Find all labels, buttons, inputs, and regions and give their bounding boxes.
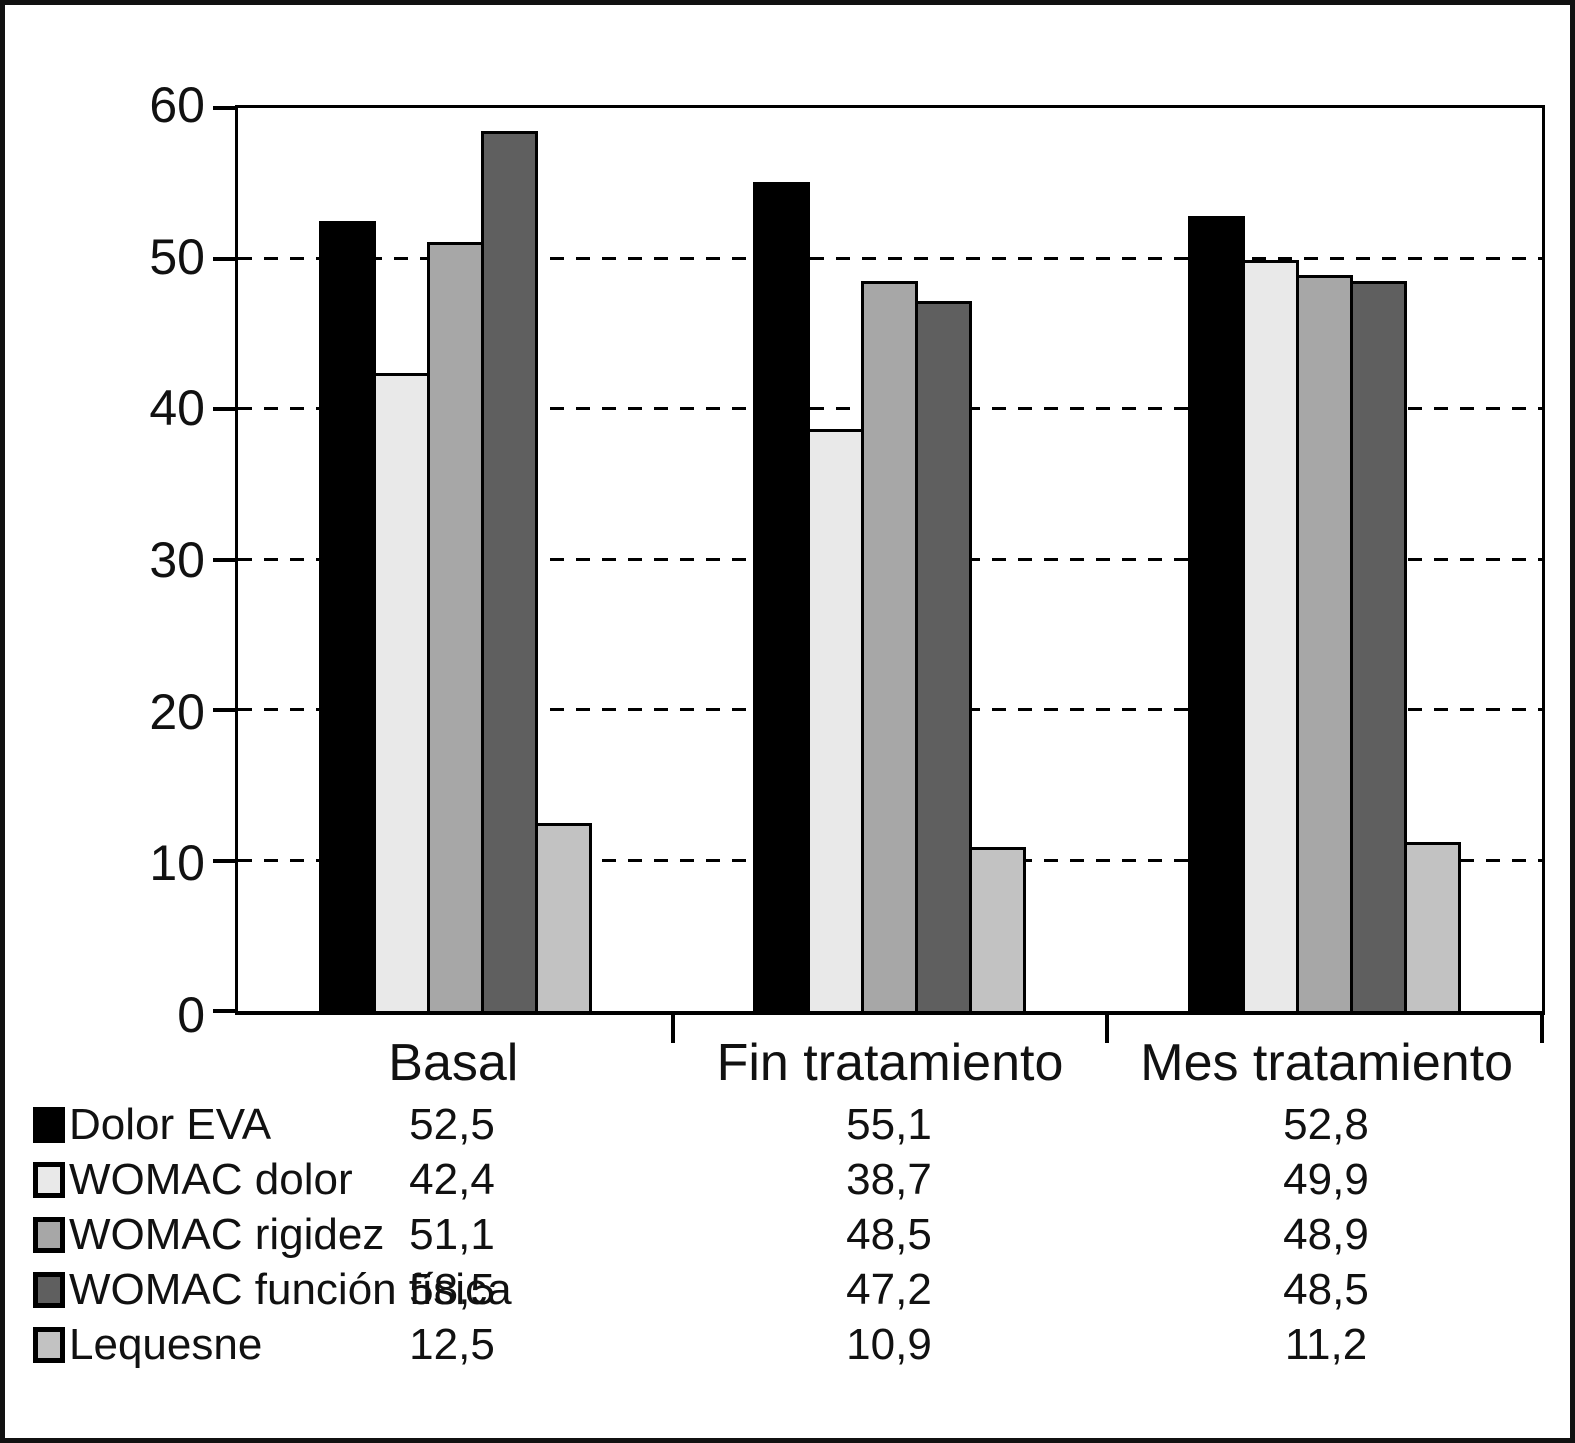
legend-value-mes-tratamiento: 11,2 (1284, 1320, 1368, 1369)
category-label-fin-tratamiento: Fin tratamiento (716, 1034, 1064, 1092)
y-tick-label-0: 0 (177, 987, 205, 1043)
y-tick-60 (213, 106, 238, 110)
gridline-50 (238, 256, 1542, 260)
bar-lequesne (534, 822, 592, 1011)
bar-womac-rigidez (861, 281, 919, 1011)
legend-series-label: WOMAC función física (69, 1265, 512, 1314)
y-tick-40 (213, 407, 238, 412)
bar-group-mes-tratamiento (1107, 108, 1542, 1011)
legend-series-label: Lequesne (69, 1320, 263, 1369)
y-tick-0 (213, 1009, 238, 1013)
x-tick-2 (1105, 1011, 1110, 1043)
legend-series-label: WOMAC dolor (69, 1155, 353, 1204)
legend-value-mes-tratamiento: 52,8 (1283, 1100, 1369, 1149)
legend-row-womac-función-física: WOMAC función física 58,5 47,2 48,5 (5, 1262, 1570, 1317)
y-tick-label-30: 30 (149, 532, 205, 588)
bar-womac-dolor (807, 428, 865, 1011)
legend-value-mes-tratamiento: 48,5 (1283, 1265, 1369, 1314)
bar-womac-rigidez (426, 241, 484, 1011)
bar-womac-función-física (1350, 281, 1408, 1011)
legend-row-lequesne: Lequesne 12,5 10,9 11,2 (5, 1317, 1570, 1372)
bar-group-basal (238, 108, 673, 1011)
legend-row-dolor-eva: Dolor EVA 52,5 55,1 52,8 (5, 1097, 1570, 1152)
bar-womac-dolor (1242, 260, 1300, 1011)
y-tick-label-40: 40 (149, 380, 205, 437)
legend-value-basal: 51,1 (409, 1210, 495, 1259)
y-tick-label-20: 20 (149, 683, 205, 740)
bar-lequesne (969, 846, 1027, 1011)
y-tick-10 (213, 858, 238, 863)
legend-value-fin-tratamiento: 38,7 (846, 1155, 932, 1204)
legend-swatch-icon (33, 1271, 65, 1308)
legend-value-basal: 12,5 (409, 1320, 495, 1369)
legend-value-fin-tratamiento: 10,9 (846, 1320, 932, 1369)
legend-value-basal: 58,5 (409, 1265, 495, 1314)
category-label-mes-tratamiento: Mes tratamiento (1140, 1034, 1514, 1092)
x-tick-3 (1540, 1011, 1544, 1043)
bar-dolor-eva (753, 181, 811, 1011)
y-tick-label-50: 50 (149, 228, 205, 285)
legend-value-mes-tratamiento: 48,9 (1283, 1210, 1369, 1259)
legend-value-fin-tratamiento: 55,1 (846, 1100, 932, 1149)
category-label-basal: Basal (388, 1034, 519, 1092)
bar-dolor-eva (1188, 216, 1246, 1011)
legend-value-fin-tratamiento: 48,5 (846, 1210, 932, 1259)
legend-series-label: WOMAC rigidez (69, 1210, 385, 1259)
legend-value-table: Dolor EVA 52,5 55,1 52,8 WOMAC dolor 42,4 38,7… (5, 1097, 1570, 1372)
legend-row-womac-rigidez: WOMAC rigidez 51,1 48,5 48,9 (5, 1207, 1570, 1262)
legend-swatch-icon (33, 1326, 65, 1363)
y-tick-30 (213, 557, 238, 562)
bar-womac-rigidez (1296, 275, 1354, 1011)
plot-area (213, 105, 1545, 1043)
legend-value-basal: 52,5 (409, 1100, 495, 1149)
y-tick-label-10: 10 (149, 835, 205, 892)
y-tick-20 (213, 708, 238, 713)
legend-value-fin-tratamiento: 47,2 (846, 1265, 932, 1314)
bar-group-fin-tratamiento (673, 108, 1108, 1011)
legend-swatch-icon (33, 1106, 65, 1143)
legend-series-label: Dolor EVA (69, 1100, 272, 1149)
legend-value-mes-tratamiento: 49,9 (1283, 1155, 1369, 1204)
bar-womac-dolor (372, 372, 430, 1011)
bar-womac-función-física (915, 300, 973, 1011)
x-tick-1 (670, 1011, 675, 1043)
legend-swatch-icon (33, 1161, 65, 1198)
legend-value-basal: 42,4 (409, 1155, 495, 1204)
bar-womac-función-física (480, 130, 538, 1011)
y-tick-label-60: 60 (149, 77, 205, 133)
bar-lequesne (1404, 842, 1462, 1011)
legend-row-womac-dolor: WOMAC dolor 42,4 38,7 49,9 (5, 1152, 1570, 1207)
bar-dolor-eva (318, 220, 376, 1011)
legend-swatch-icon (33, 1216, 65, 1253)
y-tick-50 (213, 256, 238, 261)
